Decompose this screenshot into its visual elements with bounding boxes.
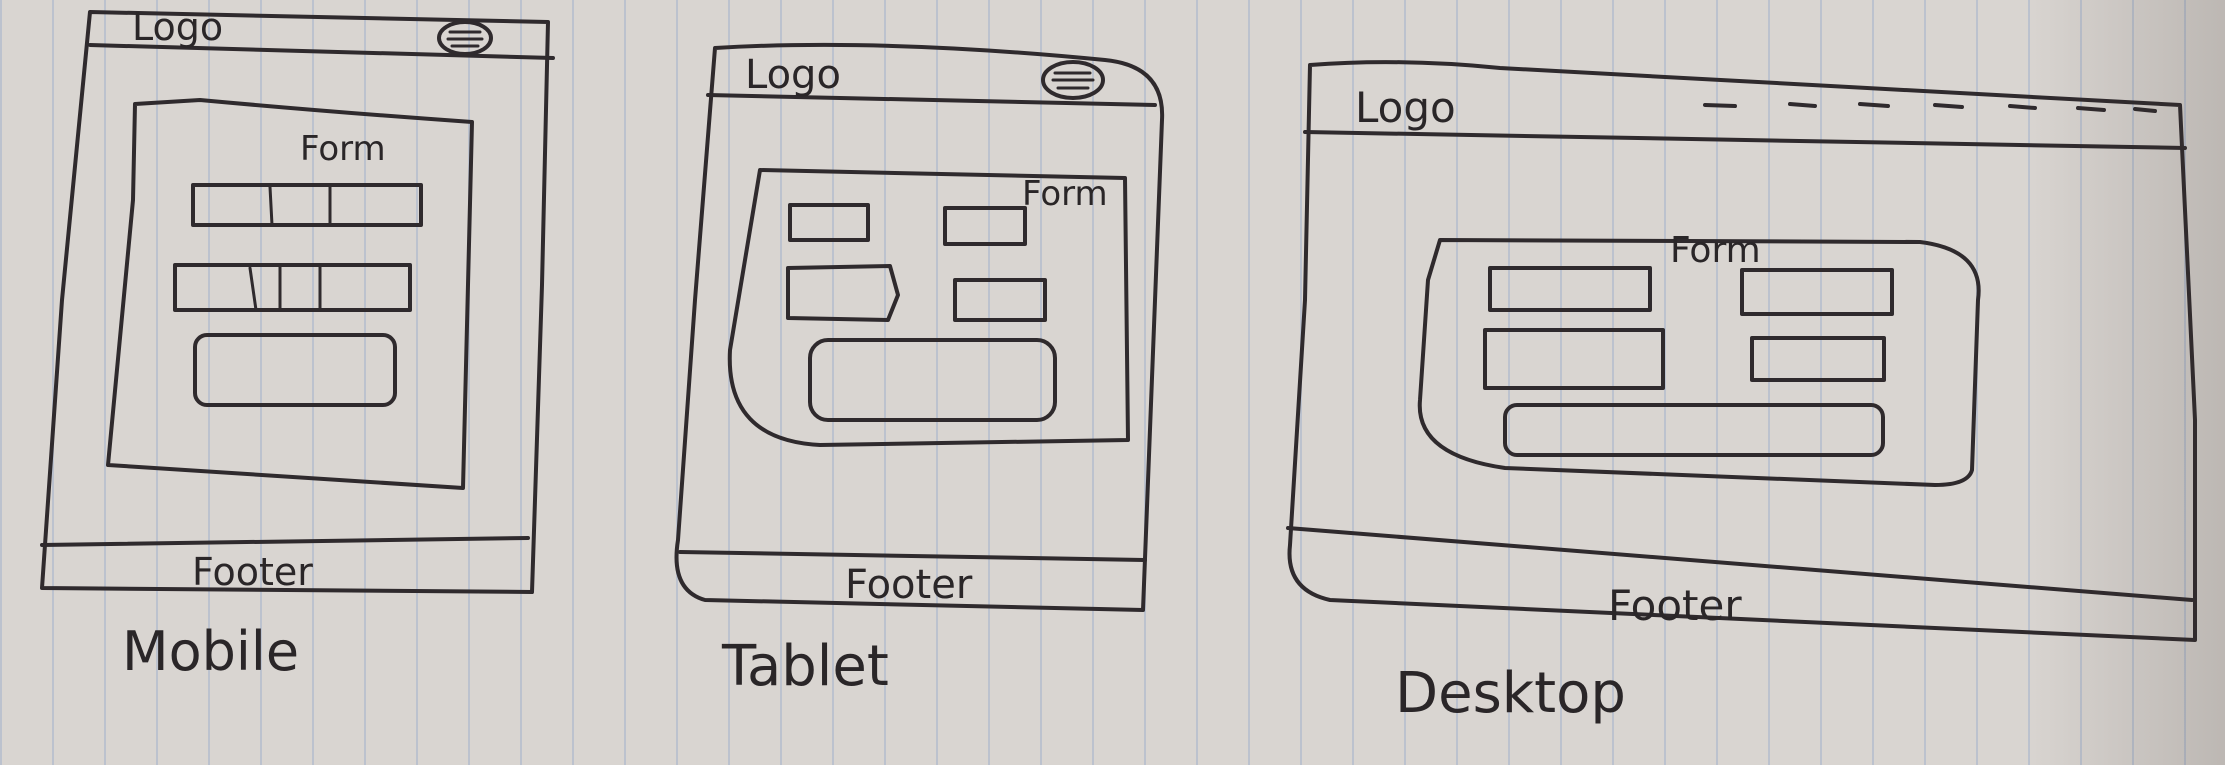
mobile-footer: Footer (192, 550, 313, 594)
mobile-input-row-1-dividers (268, 184, 332, 227)
mobile-label: Mobile (122, 620, 299, 683)
mobile-input-row-1 (191, 183, 423, 227)
mobile-form-title: Form (300, 129, 386, 169)
desktop-footer-bar (1286, 526, 2194, 602)
mobile-form-box (106, 98, 474, 490)
mobile-input-row-2 (173, 263, 412, 312)
desktop-textarea-box (1503, 403, 1885, 457)
tablet-textarea-box (808, 338, 1057, 422)
hamburger-menu-icon (437, 20, 493, 56)
desktop-footer: Footer (1608, 581, 1742, 630)
desktop-form-title: Form (1670, 230, 1761, 271)
desktop-device-frame (1287, 60, 2197, 642)
tablet-footer: Footer (845, 562, 973, 608)
desktop-input-4 (1750, 336, 1886, 382)
mobile-input-row-2-dividers (248, 264, 322, 312)
wireframe-desktop: Logo Form Footer Desktop (1286, 60, 2197, 726)
mobile-footer-bar (40, 536, 530, 547)
desktop-input-3 (1483, 328, 1665, 390)
mobile-logo: Logo (132, 5, 223, 49)
wireframe-mobile: Logo Form Footer Mobile (40, 5, 555, 683)
tablet-input-4 (953, 278, 1047, 322)
page-edge-shadow (2025, 0, 2225, 765)
tablet-label: Tablet (721, 634, 889, 699)
desktop-logo: Logo (1355, 83, 1456, 132)
hamburger-menu-icon (1041, 60, 1105, 100)
wireframe-tablet: Logo Form Footer Tablet (674, 42, 1165, 699)
tablet-device-frame (674, 42, 1165, 612)
desktop-input-1 (1488, 266, 1652, 312)
tablet-logo: Logo (745, 52, 841, 98)
tablet-input-1 (788, 203, 870, 242)
mobile-device-frame (40, 10, 550, 594)
tablet-form-title: Form (1022, 174, 1108, 214)
desktop-nav-links (1703, 102, 2157, 113)
mobile-header-bar (88, 43, 555, 60)
desktop-label: Desktop (1395, 661, 1626, 726)
mobile-textarea-box (193, 333, 397, 407)
tablet-input-2 (943, 206, 1027, 246)
desktop-input-2 (1740, 268, 1894, 316)
tablet-form-box (727, 168, 1130, 447)
desktop-form-box (1417, 238, 1981, 487)
tablet-footer-bar (678, 550, 1147, 562)
tablet-header-bar (706, 93, 1157, 107)
desktop-header-bar (1303, 130, 2187, 150)
tablet-input-3 (786, 264, 900, 322)
